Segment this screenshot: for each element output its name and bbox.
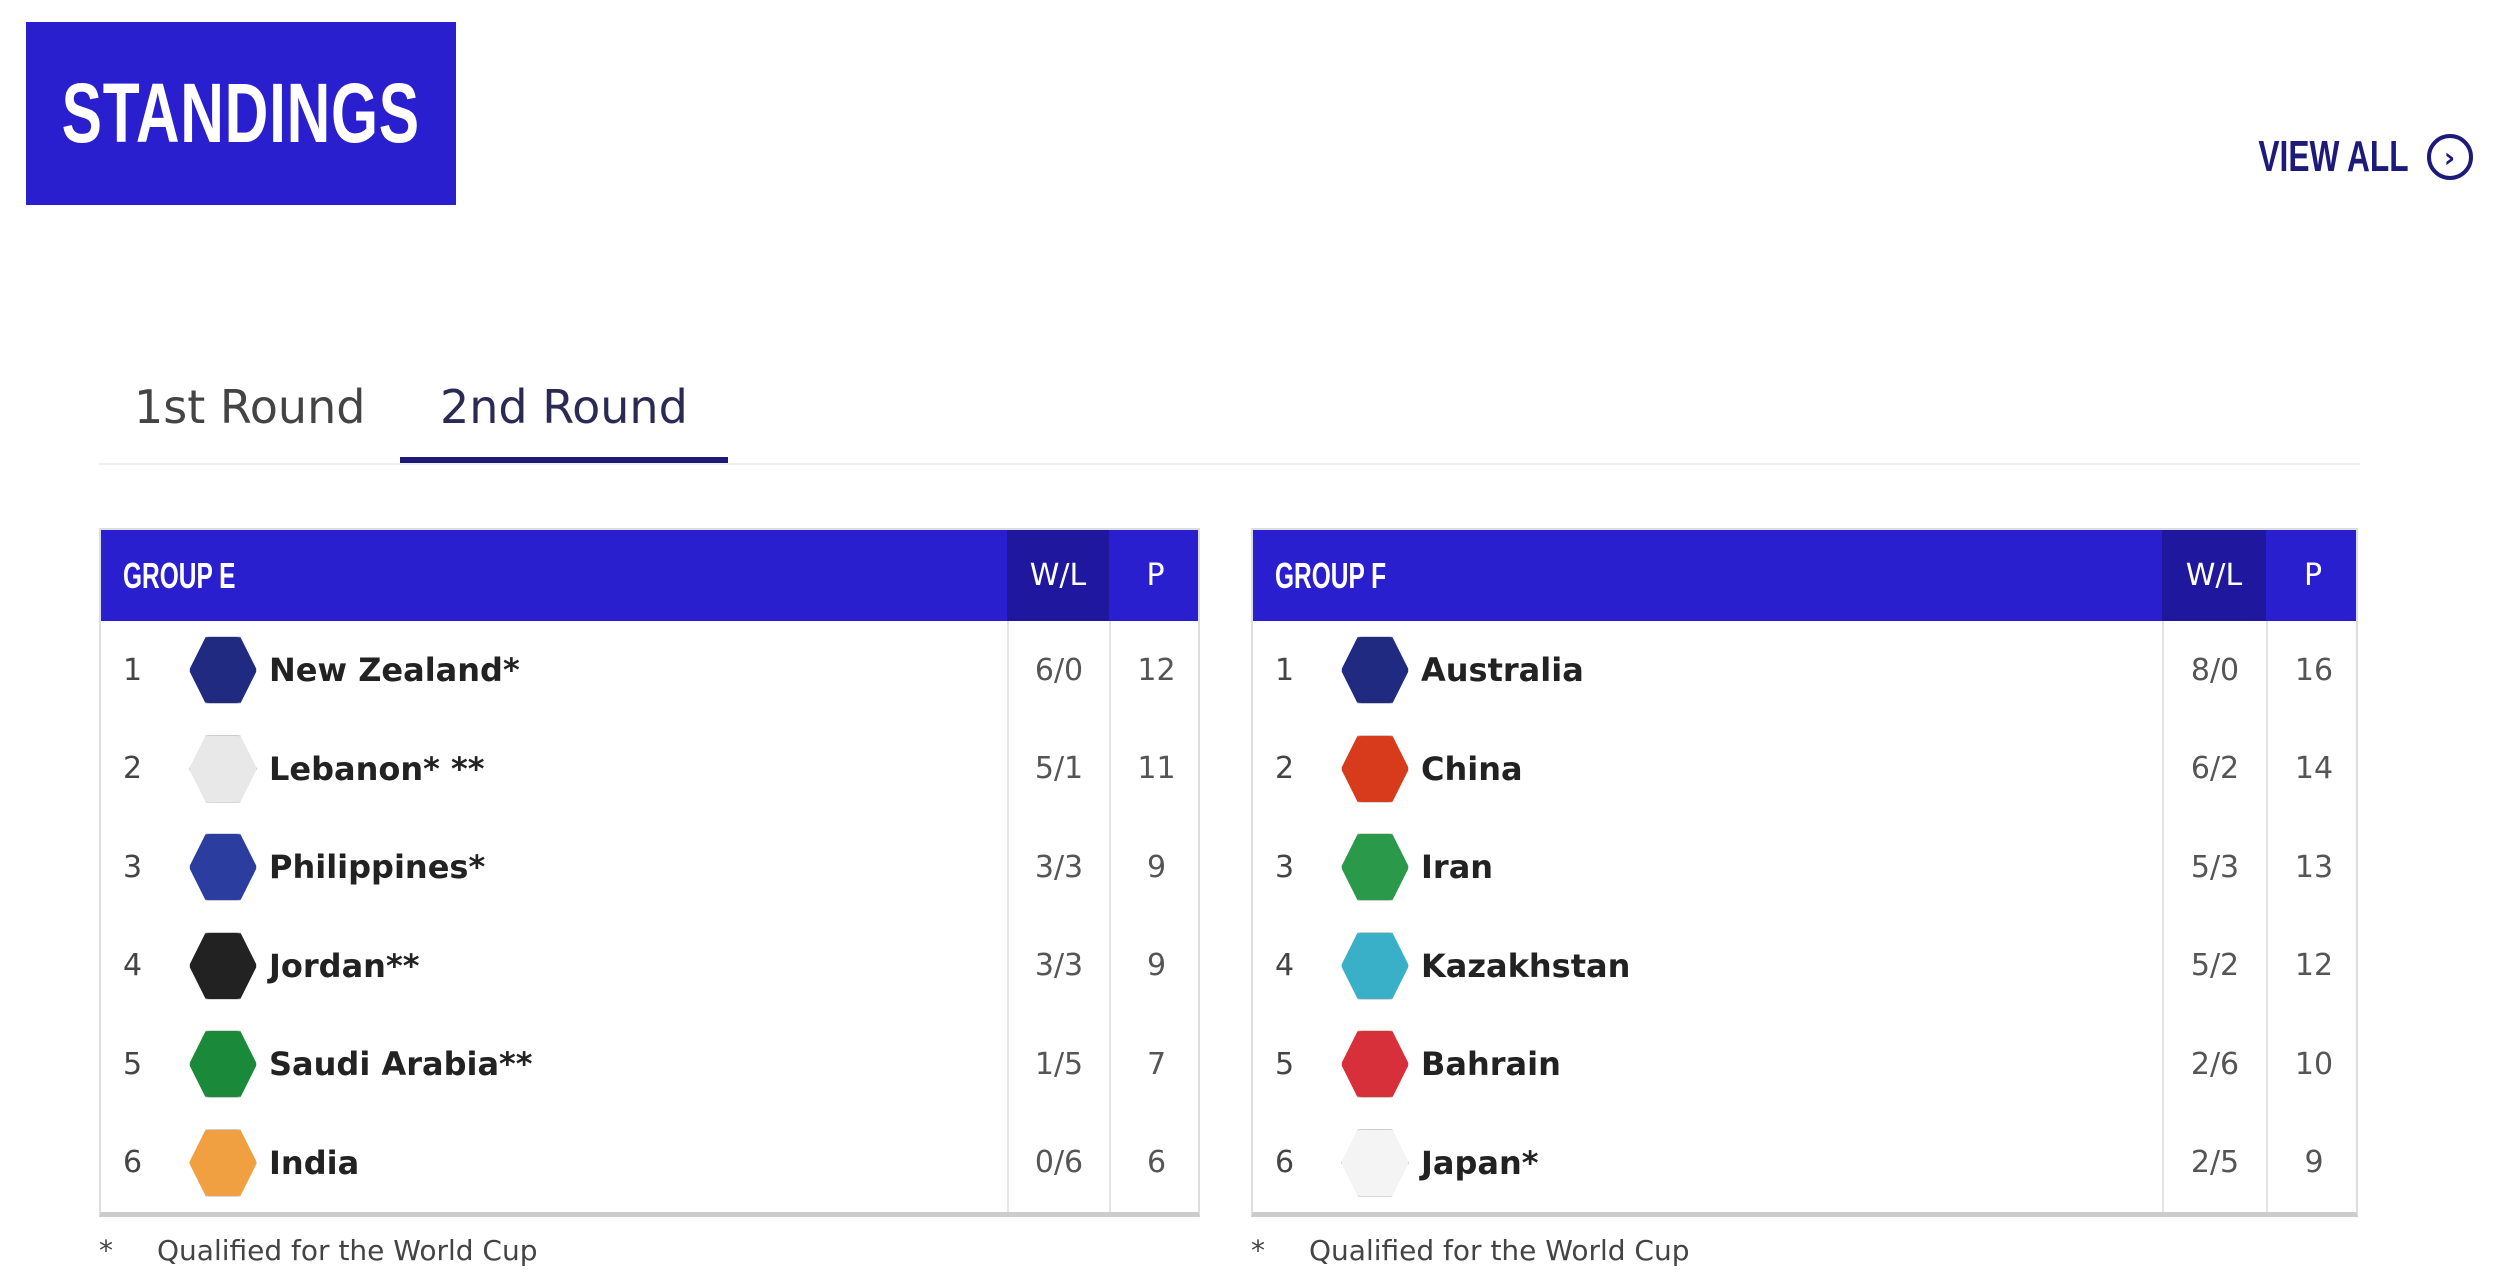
- team-name[interactable]: New Zealand*: [269, 651, 520, 690]
- points: 9: [1109, 818, 1202, 917]
- table-row[interactable]: 2 China 6/2 14: [1253, 719, 2356, 818]
- group-name: GROUP F: [1275, 554, 1387, 596]
- win-loss: 3/3: [1007, 818, 1109, 917]
- australia-flag-icon: [1341, 636, 1409, 705]
- group-header: GROUP E W/L P: [101, 530, 1198, 621]
- win-loss: 3/3: [1007, 916, 1109, 1015]
- rank: 4: [1275, 948, 1295, 984]
- japan-flag-icon: [1341, 1128, 1409, 1197]
- team-name[interactable]: Iran: [1421, 848, 1494, 887]
- table-row[interactable]: 6 India 0/6 6: [101, 1113, 1198, 1212]
- new-zealand-flag-icon: [189, 636, 257, 705]
- win-loss: 2/5: [2162, 1113, 2266, 1212]
- table-row[interactable]: 1 New Zealand* 6/0 12: [101, 621, 1198, 720]
- rank: 4: [123, 948, 143, 984]
- team-name[interactable]: Japan*: [1421, 1143, 1539, 1182]
- win-loss: 6/2: [2162, 719, 2266, 818]
- jordan-flag-icon: [189, 931, 257, 1000]
- lebanon-flag-icon: [189, 734, 257, 803]
- rank: 3: [1275, 849, 1295, 885]
- footnote-text: Qualified for the World Cup: [157, 1234, 538, 1267]
- rank: 5: [123, 1046, 143, 1082]
- iran-flag-icon: [1341, 833, 1409, 902]
- win-loss: 5/1: [1007, 719, 1109, 818]
- win-loss: 5/2: [2162, 916, 2266, 1015]
- table-row[interactable]: 5 Bahrain 2/6 10: [1253, 1015, 2356, 1114]
- win-loss: 1/5: [1007, 1015, 1109, 1114]
- points: 9: [1109, 916, 1202, 1015]
- group-header: GROUP F W/L P: [1253, 530, 2356, 621]
- wl-column-header: W/L: [1007, 530, 1109, 621]
- rank: 1: [1275, 652, 1295, 688]
- standings-title-box: STANDINGS: [26, 22, 456, 205]
- rank: 2: [1275, 751, 1295, 787]
- points-column-header: P: [2303, 558, 2323, 593]
- footnote-text: Qualified for the World Cup: [1309, 1234, 1690, 1267]
- view-all-link[interactable]: VIEW ALL ›: [2200, 132, 2473, 182]
- team-name[interactable]: Australia: [1421, 651, 1584, 690]
- points: 6: [1109, 1113, 1202, 1212]
- wl-column-header: W/L: [2162, 530, 2266, 621]
- win-loss: 2/6: [2162, 1015, 2266, 1114]
- rank: 3: [123, 849, 143, 885]
- team-name[interactable]: Bahrain: [1421, 1045, 1561, 1084]
- group-name: GROUP E: [123, 554, 236, 596]
- rank: 5: [1275, 1046, 1295, 1082]
- team-name[interactable]: China: [1421, 749, 1523, 788]
- table-row[interactable]: 2 Lebanon* ** 5/1 11: [101, 719, 1198, 818]
- points: 14: [2266, 719, 2360, 818]
- round-tabs: 1st Round 2nd Round: [99, 380, 2360, 465]
- team-name[interactable]: Lebanon* **: [269, 749, 485, 788]
- group-table: GROUP E W/L P 1 New Zealand* 6/0 12 2 Le…: [99, 528, 1200, 1217]
- team-name[interactable]: Kazakhstan: [1421, 946, 1631, 985]
- team-name[interactable]: Jordan**: [269, 946, 420, 985]
- points: 16: [2266, 621, 2360, 720]
- saudi-arabia-flag-icon: [189, 1030, 257, 1099]
- points: 11: [1109, 719, 1202, 818]
- footnote-mark: *: [99, 1234, 113, 1267]
- points: 7: [1109, 1015, 1202, 1114]
- table-row[interactable]: 3 Iran 5/3 13: [1253, 818, 2356, 917]
- points-column-header: P: [1146, 558, 1165, 593]
- table-row[interactable]: 6 Japan* 2/5 9: [1253, 1113, 2356, 1212]
- team-name[interactable]: India: [269, 1143, 360, 1182]
- table-row[interactable]: 3 Philippines* 3/3 9: [101, 818, 1198, 917]
- tab-2nd-round[interactable]: 2nd Round: [400, 380, 728, 463]
- win-loss: 6/0: [1007, 621, 1109, 720]
- team-name[interactable]: Saudi Arabia**: [269, 1045, 533, 1084]
- table-row[interactable]: 1 Australia 8/0 16: [1253, 621, 2356, 720]
- rank: 1: [123, 652, 143, 688]
- rank: 6: [123, 1145, 143, 1181]
- points: 10: [2266, 1015, 2360, 1114]
- points: 12: [2266, 916, 2360, 1015]
- win-loss: 8/0: [2162, 621, 2266, 720]
- table-row[interactable]: 4 Kazakhstan 5/2 12: [1253, 916, 2356, 1015]
- points: 12: [1109, 621, 1202, 720]
- view-all-label: VIEW ALL: [2258, 132, 2409, 181]
- table-row[interactable]: 5 Saudi Arabia** 1/5 7: [101, 1015, 1198, 1114]
- kazakhstan-flag-icon: [1341, 931, 1409, 1000]
- footnote-mark: *: [1251, 1234, 1265, 1267]
- win-loss: 5/3: [2162, 818, 2266, 917]
- page-title: STANDINGS: [61, 66, 421, 160]
- india-flag-icon: [189, 1128, 257, 1197]
- philippines-flag-icon: [189, 833, 257, 902]
- win-loss: 0/6: [1007, 1113, 1109, 1212]
- group-table: GROUP F W/L P 1 Australia 8/0 16 2 China…: [1251, 528, 2358, 1217]
- team-name[interactable]: Philippines*: [269, 848, 486, 887]
- china-flag-icon: [1341, 734, 1409, 803]
- bahrain-flag-icon: [1341, 1030, 1409, 1099]
- rank: 2: [123, 751, 143, 787]
- table-row[interactable]: 4 Jordan** 3/3 9: [101, 916, 1198, 1015]
- points: 13: [2266, 818, 2360, 917]
- chevron-right-circle-icon: ›: [2426, 134, 2473, 180]
- rank: 6: [1275, 1145, 1295, 1181]
- points: 9: [2266, 1113, 2360, 1212]
- tab-1st-round[interactable]: 1st Round: [134, 380, 366, 434]
